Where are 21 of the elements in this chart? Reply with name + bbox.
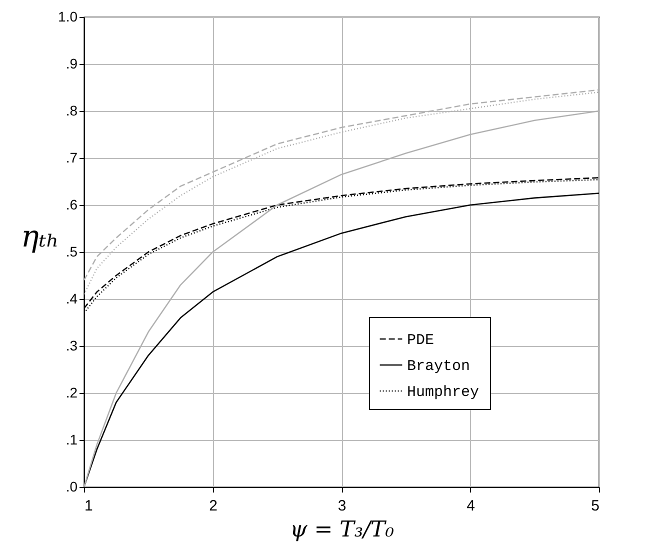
y-tick-label: .7 [66, 150, 78, 166]
y-tick-label: .0 [66, 478, 78, 494]
y-tick-label: 1.0 [58, 8, 78, 24]
x-tick-label: 2 [209, 498, 218, 514]
legend-label: PDE [407, 332, 434, 349]
y-tick-label: .2 [66, 384, 78, 400]
x-axis-title: ψ = T₃/T₀ [290, 518, 394, 542]
y-axis-title: ηₜₕ [20, 220, 60, 254]
x-tick-label: 1 [84, 498, 93, 514]
y-tick-label: .8 [66, 102, 78, 118]
y-tick-label: .1 [66, 432, 78, 448]
x-tick-label: 4 [466, 498, 475, 514]
x-tick-label: 3 [338, 498, 346, 514]
legend-label: Humphrey [407, 384, 480, 401]
y-tick-label: .4 [66, 290, 78, 306]
x-tick-label: 5 [591, 498, 600, 514]
y-tick-label: .6 [66, 196, 78, 212]
legend-label: Brayton [407, 358, 470, 375]
y-tick-label: .9 [66, 56, 78, 72]
y-tick-label: .3 [66, 338, 78, 354]
y-tick-label: .5 [66, 244, 78, 260]
